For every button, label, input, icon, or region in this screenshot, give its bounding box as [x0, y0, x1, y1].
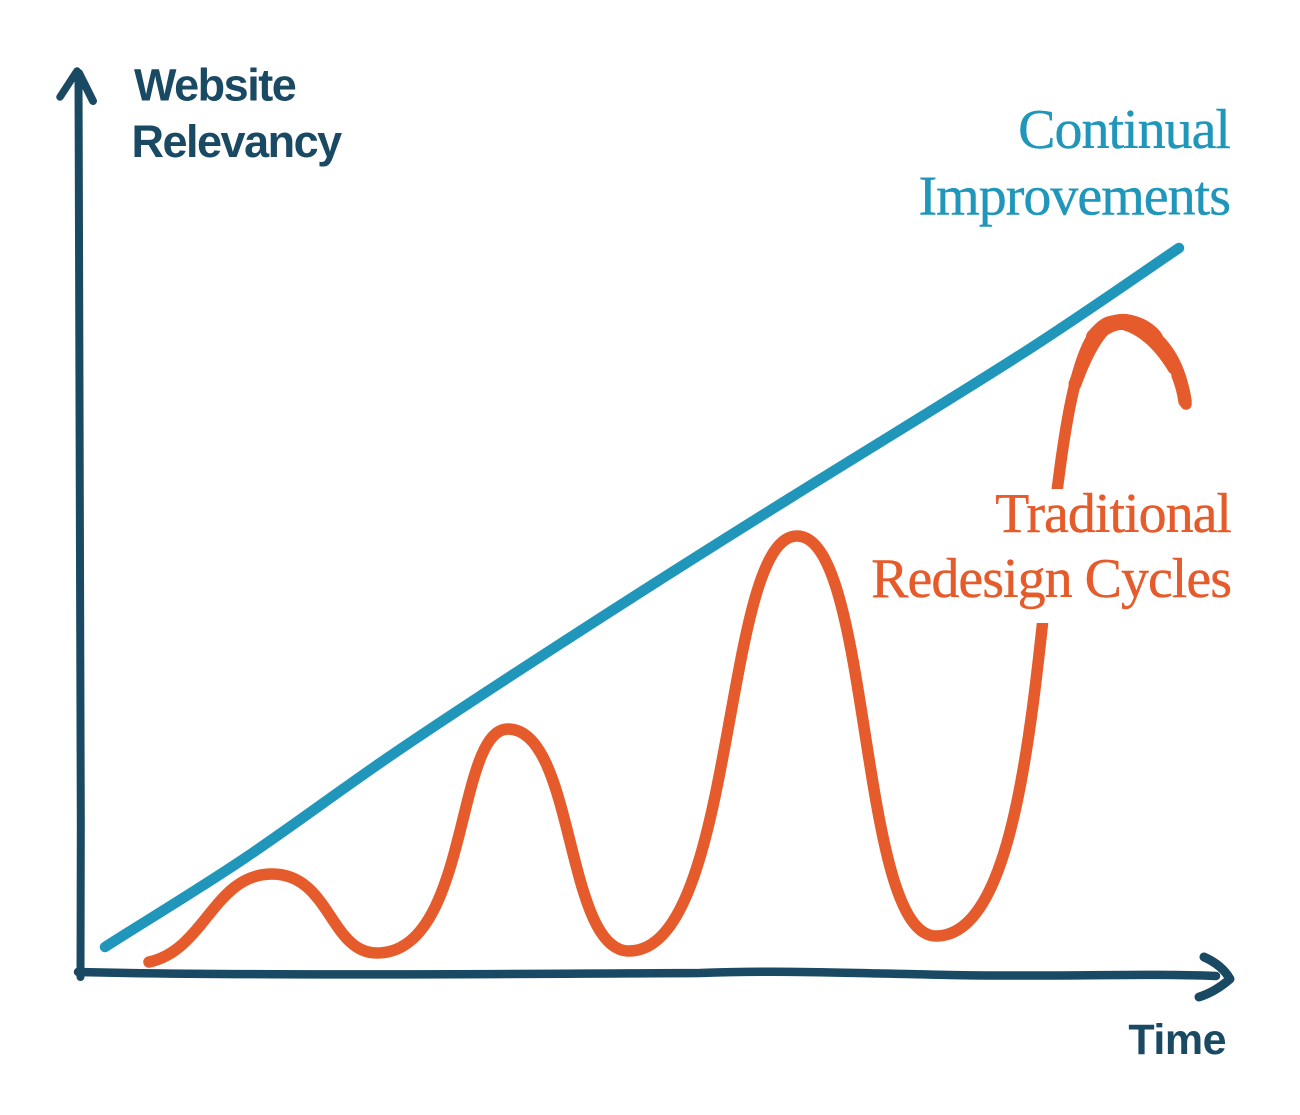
svg-text:Relevancy: Relevancy: [132, 116, 343, 167]
svg-text:Redesign Cycles: Redesign Cycles: [871, 548, 1231, 610]
svg-text:Website: Website: [134, 60, 296, 111]
svg-text:Traditional: Traditional: [995, 483, 1231, 545]
svg-text:Improvements: Improvements: [919, 166, 1230, 228]
svg-text:Time: Time: [1128, 1016, 1226, 1064]
svg-text:Continual: Continual: [1018, 99, 1230, 161]
